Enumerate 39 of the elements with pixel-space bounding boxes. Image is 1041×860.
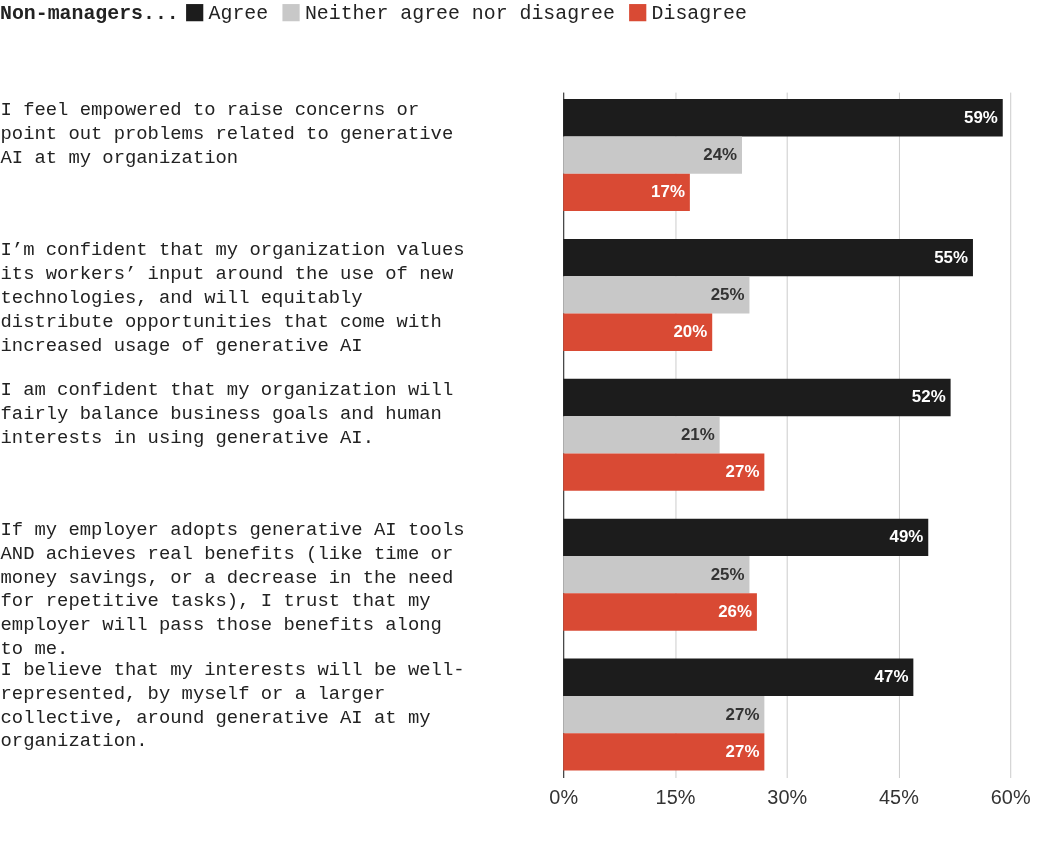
- data-label: 27%: [725, 741, 760, 761]
- bar: [563, 313, 713, 351]
- bar: [563, 556, 750, 594]
- y-tick-label: If my employer adopts generative AI tools AND achieves real benefits (like time or money savings, or a decrease in the need for repetitive tasks), I trust that my employer will pass those benefits along to me.: [0, 518, 465, 661]
- y-tick-label: I feel empowered to raise concerns or point out problems related to generative AI at my organization: [0, 99, 454, 170]
- y-tick-label: I believe that my interests will be well-represented, by myself or a larger collective, around generative AI at my organization.: [0, 658, 465, 753]
- data-label: 49%: [889, 527, 924, 547]
- y-tick-label: I am confident that my organization will fairly balance business goals and human interests in using generative AI.: [0, 379, 454, 449]
- y-tick-label: I’m confident that my organization values its workers’ input around the use of new technologies, and will equitably distribute opportunities that come with increased usage of generative AI: [0, 239, 465, 357]
- bar: [563, 276, 750, 314]
- data-label: 27%: [725, 704, 760, 724]
- bar: [563, 136, 743, 174]
- bar: [563, 173, 690, 212]
- x-tick-label: 0%: [549, 785, 579, 808]
- legend-title: Non-managers...: [0, 1, 179, 25]
- data-label: 26%: [718, 601, 752, 621]
- legend-label: Disagree: [651, 1, 747, 25]
- bar: [563, 593, 757, 631]
- data-label: 47%: [874, 667, 909, 687]
- legend-label: Agree: [208, 1, 269, 25]
- data-label: 25%: [710, 564, 745, 584]
- data-label: 24%: [703, 145, 738, 165]
- x-tick-label: 15%: [655, 785, 696, 808]
- data-label: 20%: [673, 322, 708, 342]
- bar: [563, 733, 765, 771]
- x-tick-label: 45%: [879, 785, 919, 808]
- x-tick-label: 30%: [767, 785, 808, 808]
- data-label: 27%: [725, 462, 760, 482]
- data-label: 21%: [680, 424, 715, 444]
- bar: [563, 695, 765, 734]
- data-label: 55%: [934, 247, 968, 267]
- data-label: 25%: [710, 284, 745, 304]
- data-label: 17%: [651, 182, 685, 202]
- data-label: 59%: [964, 107, 998, 127]
- x-tick-label: 60%: [990, 785, 1031, 808]
- bar: [563, 416, 720, 454]
- data-label: 52%: [911, 387, 946, 407]
- legend-label: Neither agree nor disagree: [304, 1, 615, 25]
- bar: [563, 453, 765, 491]
